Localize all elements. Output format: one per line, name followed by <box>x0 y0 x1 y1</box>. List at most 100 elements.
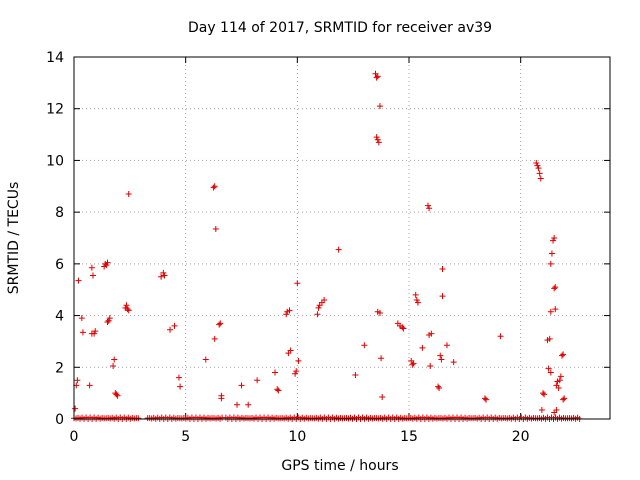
data-point <box>105 317 112 324</box>
plot-frame <box>73 56 611 420</box>
y-axis-label: SRMTID / TECUs <box>6 182 22 295</box>
x-tick-label: 5 <box>181 429 190 445</box>
data-point <box>556 377 563 384</box>
data-point <box>103 262 110 269</box>
data-point <box>104 259 111 266</box>
data-point <box>72 405 79 412</box>
data-point <box>88 264 95 271</box>
data-point <box>547 369 554 376</box>
data-point <box>426 205 433 212</box>
data-point <box>91 330 98 337</box>
data-point <box>314 311 321 318</box>
data-point <box>536 170 543 177</box>
data-point <box>437 352 444 359</box>
data-point <box>547 260 554 267</box>
data-point <box>414 299 421 306</box>
data-point <box>540 390 546 397</box>
data-point <box>538 406 545 413</box>
data-point <box>373 134 380 141</box>
data-point <box>106 315 113 322</box>
data-point <box>245 401 252 408</box>
data-point <box>287 347 294 354</box>
data-point <box>110 362 117 369</box>
data-point <box>294 280 301 287</box>
data-point <box>439 266 446 273</box>
data-point <box>160 269 167 276</box>
data-point <box>171 322 178 329</box>
data-point <box>534 162 541 169</box>
x-tick-label: 10 <box>288 429 306 445</box>
data-point <box>424 202 431 209</box>
data-point <box>375 139 382 146</box>
data-point <box>435 383 442 390</box>
data-point <box>537 175 544 182</box>
data-point <box>352 372 359 379</box>
data-point <box>545 365 552 372</box>
data-point <box>321 297 328 304</box>
x-tick-label: 15 <box>400 429 418 445</box>
data-point <box>481 395 488 402</box>
data-point <box>412 291 419 298</box>
data-point <box>315 304 322 311</box>
chart-title: Day 114 of 2017, SRMTID for receiver av3… <box>188 20 492 36</box>
data-point <box>552 284 559 291</box>
data-point <box>283 311 290 318</box>
y-tick-label: 12 <box>46 102 64 118</box>
data-point <box>558 352 565 359</box>
data-point <box>212 225 219 232</box>
data-point <box>376 103 383 110</box>
data-point <box>561 395 568 402</box>
data-point <box>238 382 245 389</box>
data-point <box>114 392 121 399</box>
data-point <box>548 250 555 257</box>
data-point <box>124 306 131 313</box>
x-tick-label: 20 <box>512 429 530 445</box>
data-point <box>535 165 542 172</box>
data-point <box>361 342 368 349</box>
data-point <box>75 277 82 284</box>
data-point <box>274 386 281 393</box>
data-point <box>293 368 300 375</box>
data-point <box>378 355 385 362</box>
y-tick-label: 0 <box>55 412 64 428</box>
data-point <box>551 285 558 292</box>
data-point <box>254 377 261 384</box>
data-point <box>410 360 417 367</box>
data-point <box>552 306 559 313</box>
data-point <box>78 315 85 322</box>
data-point <box>436 384 443 391</box>
data-point <box>376 309 383 316</box>
data-point <box>92 328 99 335</box>
data-point <box>272 369 278 376</box>
data-point <box>210 184 217 191</box>
data-points <box>71 70 583 422</box>
data-point <box>286 307 293 314</box>
data-point <box>125 307 132 314</box>
data-point <box>443 342 450 349</box>
data-point <box>177 383 184 390</box>
data-point <box>211 183 218 190</box>
data-point <box>560 351 567 358</box>
data-point <box>551 235 558 241</box>
data-point <box>450 359 457 366</box>
data-point <box>374 136 381 143</box>
y-tick-label: 4 <box>55 309 64 325</box>
data-point <box>399 324 406 331</box>
data-point <box>553 406 560 413</box>
data-point <box>374 73 381 80</box>
data-point <box>497 333 504 340</box>
x-axis-label: GPS time / hours <box>281 458 398 474</box>
data-point <box>546 335 553 342</box>
x-tick-label: 0 <box>70 429 79 445</box>
data-point <box>234 401 241 408</box>
data-point <box>483 396 490 403</box>
y-tick-label: 14 <box>46 50 64 66</box>
data-point <box>379 394 386 401</box>
data-point <box>409 361 416 368</box>
data-point <box>104 319 111 326</box>
data-point <box>211 335 218 342</box>
data-point <box>217 320 224 327</box>
data-point <box>413 297 420 304</box>
data-point <box>218 395 225 402</box>
y-tick-label: 10 <box>46 153 64 169</box>
